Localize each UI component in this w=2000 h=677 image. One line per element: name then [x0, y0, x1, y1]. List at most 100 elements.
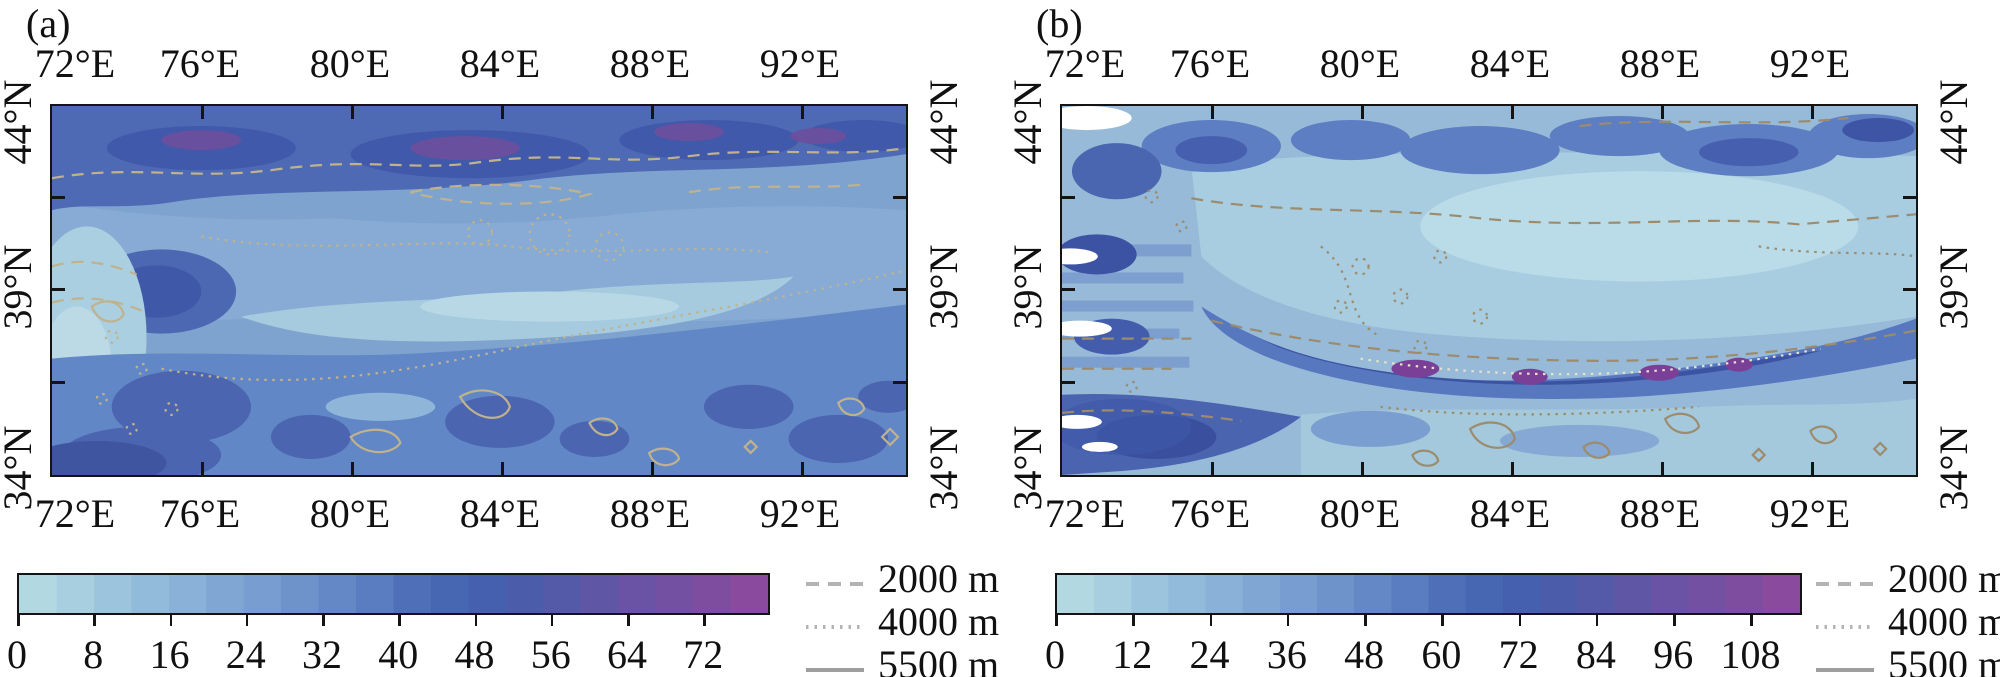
colorbar-a-labels: 0 8 16 24 32 40 48 56 64 72 — [7, 631, 770, 677]
colorbar-tick — [1364, 615, 1367, 626]
lat-label-right: 44°N — [921, 79, 966, 165]
colorbar-b-ticks — [1055, 615, 1802, 627]
lat-label-left: 39°N — [0, 244, 40, 330]
map-b — [1060, 104, 1918, 477]
solid-contour-line-icon — [806, 661, 864, 672]
lon-label-bottom: 72°E — [1044, 491, 1126, 536]
lat-label-left: 34°N — [1005, 425, 1050, 511]
axis-tick-top — [1211, 106, 1214, 119]
colorbar-tick-label: 24 — [1189, 632, 1230, 677]
axis-tick-bottom — [1361, 462, 1364, 475]
axis-tick-left — [52, 196, 65, 199]
lon-label-bottom: 80°E — [1319, 491, 1401, 536]
lon-label-bottom: 92°E — [759, 491, 841, 536]
colorbar-tick — [550, 615, 554, 626]
axis-tick-top — [1511, 106, 1514, 119]
panel-b-label: (b) — [1036, 1, 1083, 46]
axis-tick-right — [893, 288, 906, 291]
lon-label-bottom: 88°E — [609, 491, 691, 536]
legend-label: 4000 m — [1888, 599, 2000, 644]
axis-tick-right — [1903, 288, 1916, 291]
contour-2000m-dashed — [52, 147, 906, 314]
colorbar-tick — [1518, 615, 1522, 626]
axis-tick-top — [1811, 106, 1814, 119]
lon-label-bottom: 88°E — [1619, 491, 1701, 536]
lon-label-top: 72°E — [34, 41, 116, 86]
colorbar-tick — [1595, 615, 1599, 626]
colorbar-tick-label: 16 — [149, 632, 190, 677]
axis-tick-left — [1062, 196, 1075, 199]
colorbar-tick-label: 72 — [683, 632, 724, 677]
map-b-fill-regions — [1062, 106, 1916, 475]
colorbar-tick-label: 56 — [530, 632, 571, 677]
map-a-fill-regions — [52, 106, 906, 475]
lon-label-top: 92°E — [1769, 41, 1851, 86]
colorbar-tick — [1441, 615, 1444, 626]
colorbar-tick-label: 36 — [1266, 632, 1307, 677]
colorbar-tick — [703, 615, 706, 626]
legend-row-5500m: 5500 m — [806, 642, 1006, 677]
lat-label-right: 39°N — [921, 244, 966, 330]
dotted-contour-line-icon — [806, 618, 864, 629]
lon-label-top: 80°E — [1319, 41, 1401, 86]
colorbar-tick-label: 72 — [1498, 632, 1539, 677]
axis-tick-bottom — [651, 462, 654, 475]
axis-tick-bottom — [1661, 462, 1664, 475]
lon-label-top: 76°E — [159, 41, 241, 86]
legend-row-4000m: 4000 m — [806, 599, 1006, 644]
lon-label-top: 92°E — [759, 41, 841, 86]
colorbar-a: 0 8 16 24 32 40 48 56 64 72 — [7, 573, 770, 677]
legend-label: 5500 m — [1888, 642, 2000, 677]
colorbar-tick-label: 24 — [225, 632, 266, 677]
lon-label-bottom: 92°E — [1769, 491, 1851, 536]
axis-tick-bottom — [201, 462, 204, 475]
colorbar-tick — [1673, 615, 1676, 626]
legend-label: 5500 m — [878, 642, 1000, 677]
contour-4000m-dotted-light — [1360, 347, 1821, 376]
axis-tick-left — [1062, 381, 1075, 384]
lon-label-top: 76°E — [1169, 41, 1251, 86]
colorbar-tick-label: 8 — [83, 632, 104, 677]
colorbar-tick-label: 96 — [1653, 632, 1694, 677]
axis-tick-top — [651, 106, 654, 119]
colorbar-tick — [1286, 615, 1290, 626]
lat-label-left: 39°N — [1005, 244, 1050, 330]
dashed-contour-line-icon — [806, 575, 864, 586]
contour-2000m-dashed — [1062, 116, 1916, 422]
lon-label-bottom: 76°E — [159, 491, 241, 536]
axis-tick-bottom — [351, 462, 354, 475]
contour-4000m-dotted — [95, 213, 906, 435]
lon-label-bottom: 84°E — [459, 491, 541, 536]
lon-label-top: 88°E — [1619, 41, 1701, 86]
legend-label: 4000 m — [878, 599, 1000, 644]
lat-label-right: 44°N — [1931, 79, 1976, 165]
lon-label-bottom: 76°E — [1169, 491, 1251, 536]
axis-tick-top — [501, 106, 504, 119]
colorbar-tick-label: 48 — [1344, 632, 1385, 677]
axis-tick-bottom — [801, 462, 804, 475]
legend-row-2000m: 2000 m — [806, 556, 1006, 601]
colorbar-tick-label: 64 — [607, 632, 648, 677]
lat-label-left: 34°N — [0, 425, 40, 511]
colorbar-tick-label: 12 — [1112, 632, 1153, 677]
legend-label: 2000 m — [1888, 556, 2000, 601]
legend-row-4000m: 4000 m — [1816, 599, 2000, 644]
colorbar-tick — [1055, 615, 1058, 626]
colorbar-b: 0 12 24 36 48 60 72 84 96 108 — [1045, 573, 1802, 677]
colorbar-tick — [398, 615, 401, 626]
lon-label-top: 84°E — [459, 41, 541, 86]
lon-label-top: 88°E — [609, 41, 691, 86]
colorbar-tick-label: 32 — [302, 632, 342, 677]
lat-label-right: 34°N — [1931, 425, 1976, 511]
axis-tick-top — [351, 106, 354, 119]
lat-label-right: 34°N — [921, 425, 966, 511]
dashed-contour-line-icon — [1816, 575, 1874, 586]
colorbar-tick — [322, 615, 325, 626]
lat-label-left: 44°N — [1005, 79, 1050, 165]
legend-row-5500m: 5500 m — [1816, 642, 2000, 677]
lat-label-left: 44°N — [0, 79, 40, 165]
colorbar-tick — [474, 615, 478, 626]
lat-label-right: 39°N — [1931, 244, 1976, 330]
colorbar-b-labels: 0 12 24 36 48 60 72 84 96 108 — [1045, 631, 1802, 677]
axis-tick-top — [1361, 106, 1364, 119]
